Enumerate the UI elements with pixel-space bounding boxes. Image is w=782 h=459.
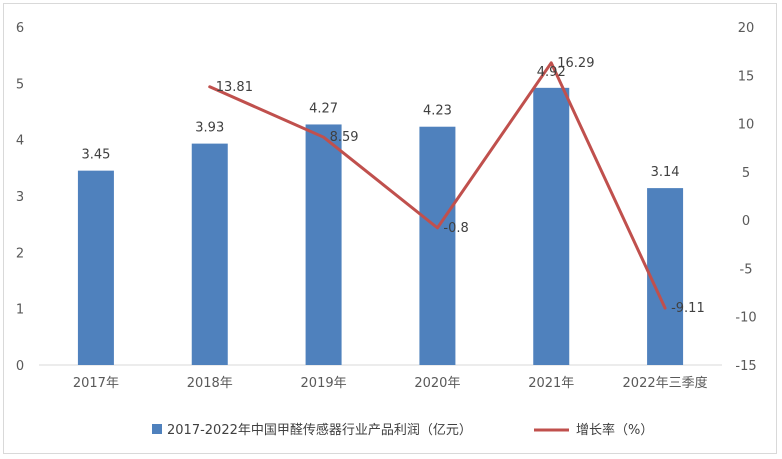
category-label: 2019年 <box>301 376 347 391</box>
growth-rate-line <box>208 61 667 310</box>
left-axis-tick-label: 4 <box>16 134 24 149</box>
legend-line-label: 增长率（%） <box>576 422 653 438</box>
category-label: 2022年三季度 <box>623 375 708 391</box>
chart-container: 0 1 2 3 4 5 6 -15 -10 -5 0 5 10 15 20 2017年 2018年 2019年 20… <box>3 3 777 454</box>
right-axis-tick-label: 5 <box>742 166 750 181</box>
right-axis-tick-label: 10 <box>738 118 755 133</box>
bar-3 <box>305 124 342 365</box>
left-axis-tick-label: 6 <box>16 21 24 36</box>
bar-data-label: 3.14 <box>651 165 680 180</box>
chart-svg: 0 1 2 3 4 5 6 -15 -10 -5 0 5 10 15 20 2017年 2018年 2019年 20… <box>16 21 757 438</box>
bar-6 <box>647 188 684 365</box>
right-axis-tick-label: -10 <box>735 311 756 326</box>
line-data-label: -0.8 <box>443 221 468 236</box>
bar-data-label: 4.23 <box>423 104 452 119</box>
left-axis-tick-label: 0 <box>16 359 24 374</box>
bar-data-label: 3.45 <box>81 148 110 163</box>
right-axis-tick-label: 20 <box>738 21 755 36</box>
legend-bar-swatch <box>152 424 162 434</box>
left-axis-tick-label: 5 <box>16 77 24 92</box>
bar-4 <box>419 126 456 366</box>
left-axis-tick-label: 1 <box>16 303 24 318</box>
bar-data-label: 4.27 <box>309 101 338 116</box>
bar-data-label: 3.93 <box>195 121 224 136</box>
bar-5 <box>533 87 570 365</box>
legend-bar-label: 2017-2022年中国甲醛传感器行业产品利润（亿元） <box>167 422 472 438</box>
line-data-label: 16.29 <box>557 56 594 71</box>
left-axis-tick-label: 3 <box>16 190 24 205</box>
category-label: 2021年 <box>528 376 574 391</box>
right-axis-tick-label: 15 <box>738 69 755 84</box>
right-axis-tick-label: -5 <box>740 262 753 277</box>
bar-1 <box>77 170 114 365</box>
category-label: 2020年 <box>414 376 460 391</box>
line-data-label: -9.11 <box>671 301 705 316</box>
right-axis-tick-label: -15 <box>735 359 756 374</box>
line-data-label: 13.81 <box>216 80 253 95</box>
category-label: 2018年 <box>187 376 233 391</box>
bar-2 <box>191 143 228 365</box>
bar-data-label: 4.92 <box>537 65 566 80</box>
right-axis-tick-label: 0 <box>742 214 750 229</box>
category-label: 2017年 <box>73 376 119 391</box>
line-data-label: 8.59 <box>330 130 359 145</box>
left-axis-tick-label: 2 <box>16 246 24 261</box>
